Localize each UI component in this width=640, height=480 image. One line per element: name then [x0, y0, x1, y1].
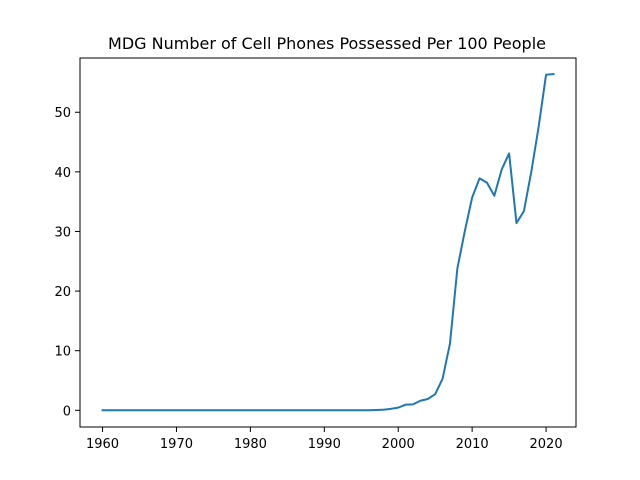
x-tick-label: 1960: [86, 437, 119, 452]
x-tick-label: 1990: [308, 437, 341, 452]
x-tick-label: 2020: [530, 437, 563, 452]
x-tick-label: 1980: [234, 437, 267, 452]
chart-title: MDG Number of Cell Phones Possessed Per …: [108, 34, 546, 53]
y-tick-label: 0: [63, 404, 71, 419]
x-tick-label: 2010: [456, 437, 489, 452]
x-tick-label: 2000: [382, 437, 415, 452]
series-layer: [101, 73, 555, 412]
y-axis: 0 10 20 30 40 50: [54, 106, 80, 419]
series-line-0: [101, 73, 555, 412]
y-tick-label: 40: [54, 166, 71, 181]
plot-frame: [79, 57, 577, 428]
y-tick-label: 20: [54, 285, 71, 300]
x-axis: 1960 1970 1980 1990 2000 2010 2020: [86, 427, 563, 452]
x-tick-label: 1970: [160, 437, 193, 452]
y-tick-label: 10: [54, 345, 71, 360]
y-tick-label: 30: [54, 225, 71, 240]
y-tick-label: 50: [54, 106, 71, 121]
